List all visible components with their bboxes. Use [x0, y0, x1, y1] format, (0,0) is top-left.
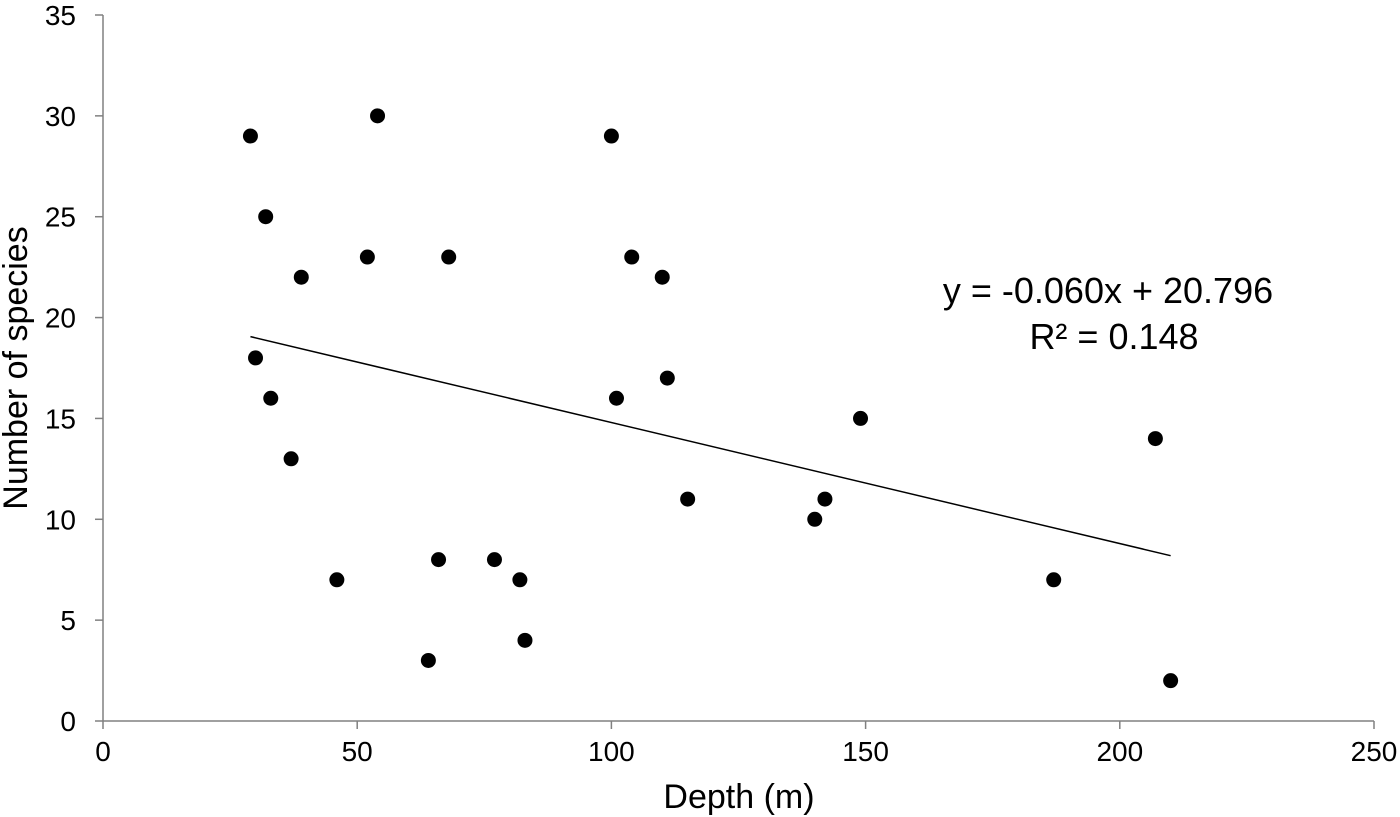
x-tick-label: 100: [588, 736, 635, 767]
data-point: [486, 552, 502, 568]
data-point: [807, 511, 823, 527]
data-point: [659, 370, 675, 386]
data-point: [258, 209, 274, 225]
y-tick-label: 35: [45, 0, 76, 31]
data-point: [283, 451, 299, 467]
r-squared-label: R² = 0.148: [1029, 316, 1198, 357]
trend-line: [250, 335, 1171, 557]
y-tick-label: 15: [45, 403, 76, 434]
data-point: [293, 269, 309, 285]
y-axis-title: Number of species: [0, 226, 35, 509]
y-tick-label: 0: [60, 706, 76, 737]
data-point: [603, 128, 619, 144]
y-tick-label: 30: [45, 101, 76, 132]
data-point: [431, 552, 447, 568]
data-point: [248, 350, 264, 366]
data-points: [242, 108, 1179, 689]
y-axis-ticks: 0 5 10 15 20 25 30 35: [45, 0, 103, 737]
data-point: [680, 491, 696, 507]
y-tick-label: 10: [45, 504, 76, 535]
data-point: [359, 249, 375, 265]
x-tick-label: 50: [342, 736, 373, 767]
data-point: [608, 390, 624, 406]
data-point: [420, 652, 436, 668]
data-point: [512, 572, 528, 588]
data-point: [1046, 572, 1062, 588]
x-tick-label: 0: [95, 736, 111, 767]
x-tick-label: 150: [842, 736, 889, 767]
y-tick-label: 20: [45, 303, 76, 334]
data-point: [517, 632, 533, 648]
data-point: [853, 410, 869, 426]
y-tick-label: 5: [60, 605, 76, 636]
data-point: [329, 572, 345, 588]
data-point: [370, 108, 386, 124]
data-point: [817, 491, 833, 507]
x-tick-label: 250: [1351, 736, 1398, 767]
x-axis-title: Depth (m): [663, 778, 814, 816]
data-point: [624, 249, 640, 265]
y-tick-label: 25: [45, 202, 76, 233]
data-point: [1163, 673, 1179, 689]
x-tick-label: 200: [1096, 736, 1143, 767]
data-point: [242, 128, 258, 144]
x-axis-ticks: 0 50 100 150 200 250: [95, 721, 1397, 767]
data-point: [654, 269, 670, 285]
data-point: [263, 390, 279, 406]
data-point: [441, 249, 457, 265]
data-point: [1147, 431, 1163, 447]
trend-equation: y = -0.060x + 20.796: [943, 270, 1273, 311]
